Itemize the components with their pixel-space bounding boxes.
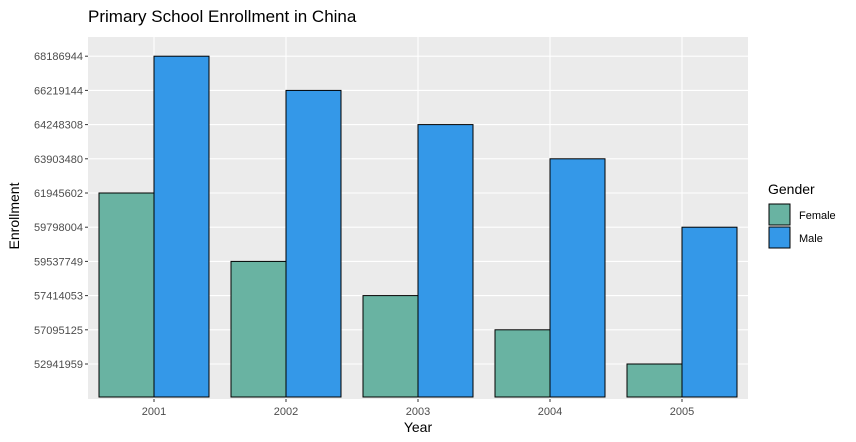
- bar-female-2001: [98, 192, 155, 398]
- legend-label-male: Male: [799, 233, 823, 245]
- y-tick-label: 59537749: [34, 256, 83, 268]
- bar-female-2002: [230, 260, 287, 398]
- x-axis-ticks: 2001 2002 2003 2004 2005: [142, 399, 694, 418]
- x-axis-title: Year: [404, 419, 433, 435]
- x-tick-label: 2004: [538, 406, 562, 418]
- x-tick-label: 2005: [670, 406, 694, 418]
- bar-female-2005: [626, 363, 683, 398]
- bar-male-2002: [285, 89, 342, 398]
- x-tick-label: 2003: [406, 406, 430, 418]
- y-tick-label: 64248308: [34, 120, 83, 132]
- y-tick-label: 59798004: [34, 222, 83, 234]
- x-tick-label: 2001: [142, 406, 166, 418]
- y-tick-label: 57095125: [34, 325, 83, 337]
- legend-items: Female Male: [768, 203, 836, 249]
- y-tick-label: 63903480: [34, 154, 83, 166]
- y-tick-label: 61945602: [34, 188, 83, 200]
- y-tick-label: 57414053: [34, 291, 83, 303]
- bars: [98, 55, 738, 398]
- bar-male-2003: [417, 124, 474, 398]
- x-tick-label: 2002: [274, 406, 298, 418]
- y-axis-ticks: 52941959 57095125 57414053 59537749 59798004…: [34, 51, 88, 371]
- bar-male-2004: [549, 158, 606, 398]
- legend-title: Gender: [768, 181, 815, 197]
- y-axis-title: Enrollment: [6, 182, 22, 249]
- bar-male-2001: [153, 55, 210, 398]
- chart-title: Primary School Enrollment in China: [88, 7, 357, 26]
- y-tick-label: 66219144: [34, 85, 83, 97]
- y-tick-label: 52941959: [34, 359, 83, 371]
- y-tick-label: 68186944: [34, 51, 83, 63]
- legend-swatch-male: [768, 226, 791, 249]
- legend: Gender Female Male: [768, 181, 836, 249]
- bar-male-2005: [681, 226, 738, 398]
- legend-label-female: Female: [799, 210, 836, 222]
- bar-female-2004: [494, 329, 551, 398]
- bar-female-2003: [362, 295, 419, 398]
- legend-swatch-female: [768, 203, 791, 226]
